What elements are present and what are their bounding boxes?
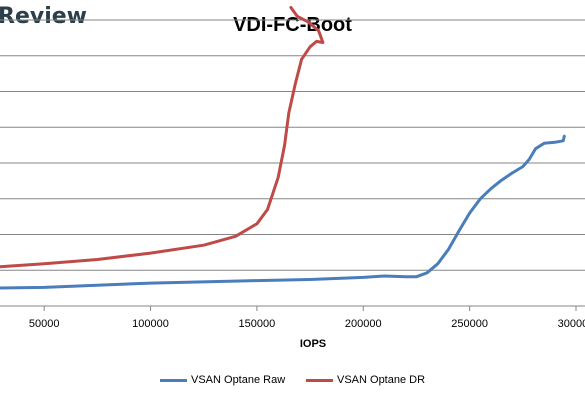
x-tick-label: 300000 [558,318,585,330]
x-axis-label: IOPS [300,338,326,350]
x-tick-label: 100000 [132,318,169,330]
legend-label-dr: VSAN Optane DR [337,374,426,386]
legend: VSAN Optane Raw VSAN Optane DR [0,374,585,388]
series-line-vsan-optane-dr [0,6,325,269]
gridlines [0,19,585,271]
legend-swatch-raw [160,378,187,382]
series-lines [0,6,566,290]
series-line-vsan-optane-raw [0,134,566,290]
x-tick-label: 50000 [29,318,60,330]
legend-swatch-dr [306,378,333,382]
legend-item-vsan-optane-dr: VSAN Optane DR [306,374,425,386]
brand-logo-text: Review [0,4,87,29]
x-tick-label: 200000 [345,318,382,330]
x-tick-label: 150000 [239,318,276,330]
x-axis-ticks: 50000 100000 150000 200000 250000 300000 [29,306,585,330]
legend-item-vsan-optane-raw: VSAN Optane Raw [160,374,285,386]
x-tick-label: 250000 [451,318,488,330]
legend-label-raw: VSAN Optane Raw [191,374,286,386]
